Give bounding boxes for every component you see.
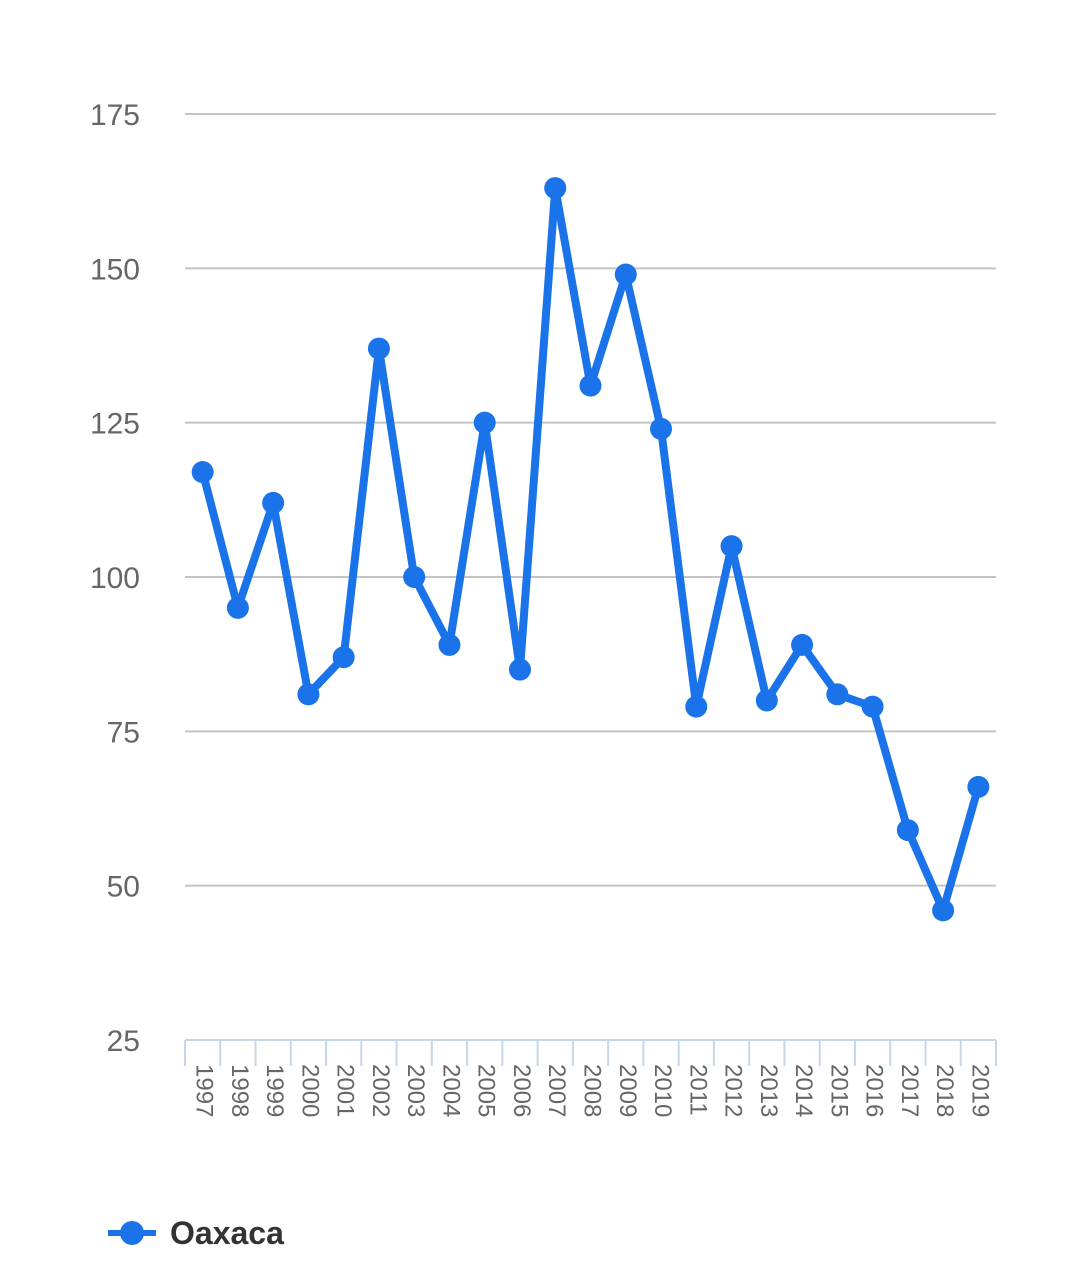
data-point [685,695,708,718]
data-point [438,633,461,656]
x-tick-label: 1997 [191,1064,218,1117]
data-point [191,461,214,484]
x-tick-label: 2013 [755,1064,782,1117]
legend-label: Oaxaca [170,1214,284,1251]
data-point [473,411,496,434]
data-point [508,658,531,681]
x-tick-label: 2018 [931,1064,958,1117]
x-tick-label: 2001 [332,1064,359,1117]
series-line [198,184,983,915]
x-tick-label: 2019 [966,1064,993,1117]
data-point [367,337,390,360]
x-tick-label: 2015 [825,1064,852,1117]
legend: Oaxaca [108,1208,284,1258]
y-axis-ticks: 25 50 75 100 125 150 175 [90,99,140,1058]
x-tick-label: 2006 [508,1064,535,1117]
x-tick-label: 2008 [579,1064,606,1117]
data-point [297,683,320,706]
legend-marker-icon [108,1213,156,1253]
data-point [544,177,567,200]
x-tick-label: 2016 [861,1064,888,1117]
data-point [826,683,849,706]
data-point [403,566,426,588]
series-oaxaca [191,177,990,922]
x-tick-label: 2003 [402,1064,429,1117]
y-tick-label: 150 [90,253,140,286]
x-tick-label: 2014 [790,1064,817,1117]
x-tick-label: 2007 [543,1064,570,1117]
data-point [755,689,778,712]
data-point [720,535,743,558]
y-tick-label: 175 [90,99,140,132]
x-tick-label: 2005 [473,1064,500,1117]
gridlines [185,113,996,887]
x-tick-label: 1998 [226,1064,253,1117]
x-tick-label: 2011 [684,1064,711,1116]
data-point [896,819,919,842]
x-tick-label: 2012 [720,1064,747,1117]
y-tick-label: 125 [90,408,140,441]
data-point [650,417,673,440]
line-chart: 25 50 75 100 125 150 175 1997 1998 1999 2000 2001 2… [90,99,997,1117]
data-point [614,263,637,286]
y-tick-label: 100 [90,562,140,595]
x-axis: 1997 1998 1999 2000 2001 2002 2003 2004 2005 2006… [184,1039,997,1117]
data-point [967,775,990,798]
x-tick-label: 2010 [649,1064,676,1117]
x-tick-label: 2000 [296,1064,323,1117]
x-tick-label: 2002 [367,1064,394,1117]
data-point [791,633,814,656]
data-point [579,374,602,397]
x-tick-label: 2004 [437,1064,464,1117]
data-point [332,646,355,669]
data-point [226,596,249,619]
x-tick-label: 2009 [614,1064,641,1117]
y-tick-label: 25 [107,1025,140,1058]
data-point [262,491,285,514]
y-tick-label: 75 [107,716,140,749]
x-tick-label: 1999 [261,1064,288,1117]
y-tick-label: 50 [107,871,140,904]
data-point [932,899,955,922]
x-tick-label: 2017 [896,1064,923,1117]
data-point [861,695,884,718]
